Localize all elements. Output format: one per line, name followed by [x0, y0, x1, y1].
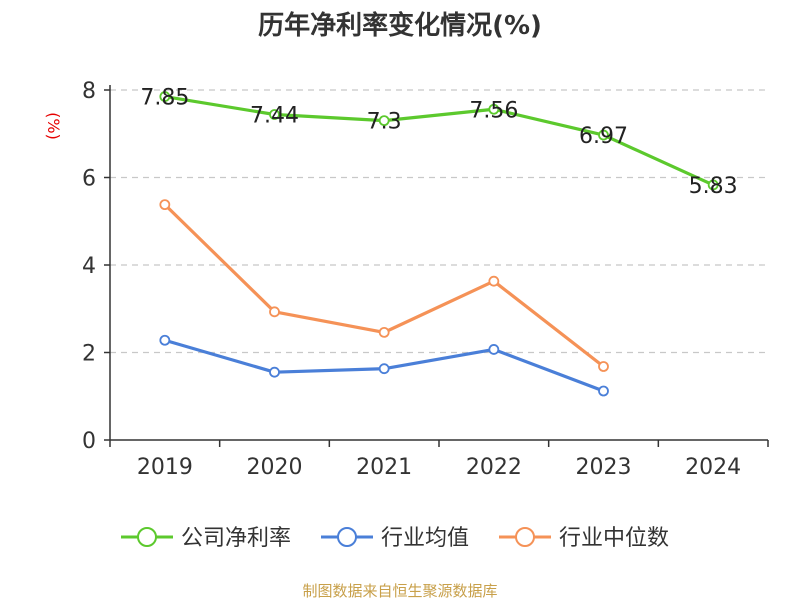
series-line-2 — [163, 203, 605, 368]
x-tick-label-2022: 2022 — [466, 455, 522, 480]
gridlines — [110, 89, 768, 354]
series-0-point-2023 — [598, 129, 609, 141]
y-tick-label-4: 4 — [82, 254, 96, 279]
data-label-2019: 7.85 — [140, 86, 189, 111]
legend-label-2: 行业中位数 — [559, 526, 669, 551]
x-tick-label-2024: 2024 — [685, 455, 741, 480]
y-tick-label-6: 6 — [82, 167, 96, 192]
data-labels: 7.85 7.44 7.3 7.56 6.97 5.83 — [140, 86, 737, 199]
axes: 0 2 4 6 8 2019 2020 2021 2022 2023 2024 — [82, 79, 769, 480]
series-0-point-2019 — [159, 91, 171, 102]
series-2-point-2019 — [159, 199, 171, 211]
data-label-2023: 6.97 — [579, 124, 628, 149]
series-1-point-2022 — [488, 344, 500, 355]
x-tick-label-2023: 2023 — [576, 455, 632, 480]
data-label-2024: 5.83 — [689, 174, 738, 199]
series-1-point-2020 — [269, 366, 280, 378]
chart-title: 历年净利率变化情况(%) — [258, 10, 542, 41]
series-0-point-2020 — [269, 109, 280, 120]
x-tick-label-2020: 2020 — [247, 455, 303, 480]
y-tick-label-8: 8 — [82, 79, 96, 104]
series-2-point-2021 — [378, 326, 390, 338]
legend-marker-1 — [337, 527, 357, 547]
series-0-point-2024 — [707, 179, 719, 191]
series-1-point-2019 — [159, 334, 171, 346]
y-tick-label-2: 2 — [82, 342, 96, 367]
legend: 公司净利率 行业均值 行业中位数 — [121, 526, 669, 551]
data-label-2022: 7.56 — [469, 98, 518, 123]
series-2-point-2020 — [269, 306, 280, 318]
y-tick-label-0: 0 — [82, 429, 96, 454]
legend-label-0: 公司净利率 — [181, 526, 291, 551]
legend-marker-2 — [515, 527, 535, 547]
series-2-point-2023 — [598, 361, 609, 372]
series-line-0 — [164, 94, 714, 187]
source-note: 制图数据来自恒生聚源数据库 — [302, 582, 497, 600]
series-1-point-2021 — [378, 363, 390, 375]
legend-label-1: 行业均值 — [381, 526, 469, 551]
data-label-2020: 7.44 — [250, 104, 299, 129]
series-0-point-2021 — [378, 115, 390, 127]
series-group — [159, 91, 719, 397]
x-tick-label-2019: 2019 — [137, 455, 193, 480]
series-0-point-2022 — [488, 103, 500, 115]
y-axis-unit: (%) — [44, 112, 63, 140]
series-2-point-2022 — [488, 275, 500, 287]
series-1-point-2023 — [598, 385, 609, 397]
legend-marker-0 — [137, 527, 157, 547]
x-tick-label-2021: 2021 — [356, 455, 412, 480]
data-label-2021: 7.3 — [367, 110, 402, 135]
